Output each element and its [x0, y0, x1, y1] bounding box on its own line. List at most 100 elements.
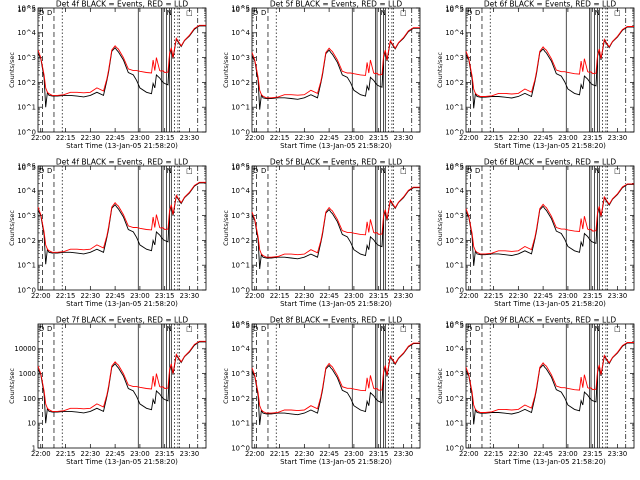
- x-tick-label: 23:30: [608, 292, 628, 300]
- y-tick-label: 10^3: [231, 212, 250, 220]
- flag-marker: □: [614, 325, 620, 333]
- flag-marker: □: [186, 9, 192, 17]
- x-tick-label: 22:15: [484, 292, 504, 300]
- x-tick-label: 22:15: [270, 292, 290, 300]
- y-tick-label: 10^4: [445, 345, 464, 353]
- y-tick-label: 10^0: [17, 128, 36, 136]
- flag-marker: D: [467, 9, 472, 17]
- y-tick-label: 10^5: [445, 164, 464, 172]
- lld-series-line: [465, 342, 634, 413]
- x-tick-label: 23:15: [583, 134, 603, 142]
- x-tick-label: 23:15: [369, 134, 389, 142]
- y-tick-label: 10^1: [445, 262, 464, 270]
- panel-title: Det 8f BLACK = Events, RED = LLD: [270, 316, 403, 325]
- panel-2: Det 5f BLACK = Events, RED = LLD D D N □ 10^0…: [222, 0, 421, 150]
- lld-series-line: [37, 24, 206, 96]
- x-tick-label: 22:45: [533, 292, 553, 300]
- y-tick-label: 10^5: [231, 6, 250, 14]
- flag-marker: □: [614, 167, 620, 175]
- y-tick-label: 10^1: [231, 420, 250, 428]
- x-tick-label: 23:30: [180, 292, 200, 300]
- x-tick-label: 23:00: [130, 134, 150, 142]
- flag-marker: □: [186, 167, 192, 175]
- y-tick-label: 10^2: [231, 395, 250, 403]
- x-axis-label: Start Time (13-Jan-05 21:58:20): [494, 458, 606, 466]
- y-tick-label: 10^5: [445, 162, 464, 170]
- x-tick-label: 23:00: [558, 134, 578, 142]
- panel-9: Det 9f BLACK = Events, RED = LLD D D N □ 10^0…: [436, 316, 635, 466]
- x-tick-label: 22:15: [56, 134, 76, 142]
- flag-marker: D: [47, 9, 52, 17]
- y-tick-label: 10^5: [17, 162, 36, 170]
- flag-marker: D: [39, 9, 44, 17]
- y-tick-label: 10^5: [445, 322, 464, 330]
- x-tick-label: 22:00: [31, 134, 51, 142]
- x-tick-label: 22:45: [533, 450, 553, 458]
- y-tick-label: 10^4: [231, 29, 250, 37]
- x-tick-label: 22:30: [81, 134, 101, 142]
- y-tick-label: 10^3: [17, 54, 36, 62]
- lld-series-line: [251, 27, 420, 99]
- x-tick-label: 22:00: [459, 134, 479, 142]
- plot-frame: [37, 323, 207, 449]
- panel-1: Det 4f BLACK = Events, RED = LLD D D N □ 10^0…: [8, 0, 207, 150]
- y-tick-label: 10^2: [17, 237, 36, 245]
- y-tick-label: 1000: [19, 370, 36, 378]
- y-tick-label: 10^4: [231, 345, 250, 353]
- panel-4: Det 4f BLACK = Events, RED = LLD D D N □ 10^0…: [8, 158, 207, 308]
- x-tick-label: 22:00: [31, 450, 51, 458]
- flag-marker: D: [261, 9, 266, 17]
- y-tick-label: 10^3: [445, 370, 464, 378]
- x-tick-label: 22:30: [295, 450, 315, 458]
- flag-marker: □: [400, 9, 406, 17]
- flag-marker: D: [47, 167, 52, 175]
- x-axis-label: Start Time (13-Jan-05 21:58:20): [66, 458, 178, 466]
- flag-marker: D: [467, 325, 472, 333]
- plot-frame: [251, 7, 421, 133]
- x-tick-label: 22:15: [484, 450, 504, 458]
- y-tick-label: 10^4: [17, 29, 36, 37]
- y-tick-label: 10^2: [445, 395, 464, 403]
- y-tick-label: 10^0: [231, 128, 250, 136]
- x-tick-label: 22:00: [459, 450, 479, 458]
- panel-title: Det 5f BLACK = Events, RED = LLD: [270, 158, 403, 167]
- flag-marker: □: [186, 325, 192, 333]
- y-tick-label: 10^5: [17, 164, 36, 172]
- plot-frame: [37, 7, 207, 133]
- x-tick-label: 23:15: [583, 450, 603, 458]
- x-tick-label: 23:15: [155, 134, 175, 142]
- flag-marker: D: [475, 167, 480, 175]
- lld-series-line: [37, 181, 206, 253]
- x-tick-label: 23:15: [369, 292, 389, 300]
- flag-marker: N: [595, 167, 600, 175]
- panel-8: Det 8f BLACK = Events, RED = LLD D D N □ 10^0…: [222, 316, 421, 466]
- x-tick-label: 22:30: [81, 450, 101, 458]
- y-axis-label: Counts/sec: [8, 210, 16, 246]
- flag-marker: N: [381, 167, 386, 175]
- x-tick-label: 22:45: [533, 134, 553, 142]
- flag-marker: N: [595, 325, 600, 333]
- y-axis-label: Counts/sec: [222, 210, 230, 246]
- y-tick-label: 10^5: [17, 6, 36, 14]
- flag-marker: □: [400, 167, 406, 175]
- y-tick-label: 10: [27, 420, 36, 428]
- x-tick-label: 23:15: [583, 292, 603, 300]
- y-tick-label: 10^2: [17, 79, 36, 87]
- y-tick-label: 10^3: [17, 212, 36, 220]
- y-tick-label: 10^4: [17, 187, 36, 195]
- panel-title: Det 6f BLACK = Events, RED = LLD: [484, 0, 617, 9]
- panel-7: Det 7f BLACK = Events, RED = LLD D D N □ 1 10 1…: [8, 316, 207, 466]
- y-tick-label: 10^5: [445, 4, 464, 12]
- flag-marker: D: [467, 167, 472, 175]
- flag-marker: D: [475, 325, 480, 333]
- x-axis-label: Start Time (13-Jan-05 21:58:20): [66, 142, 178, 150]
- plot-frame: [465, 7, 635, 133]
- x-tick-label: 23:30: [180, 134, 200, 142]
- y-tick-label: 10^2: [445, 79, 464, 87]
- panel-title: Det 6f BLACK = Events, RED = LLD: [484, 158, 617, 167]
- plot-frame: [251, 323, 421, 449]
- y-tick-label: 10^2: [445, 237, 464, 245]
- x-tick-label: 22:30: [509, 292, 529, 300]
- x-tick-label: 22:30: [295, 134, 315, 142]
- flag-marker: D: [39, 167, 44, 175]
